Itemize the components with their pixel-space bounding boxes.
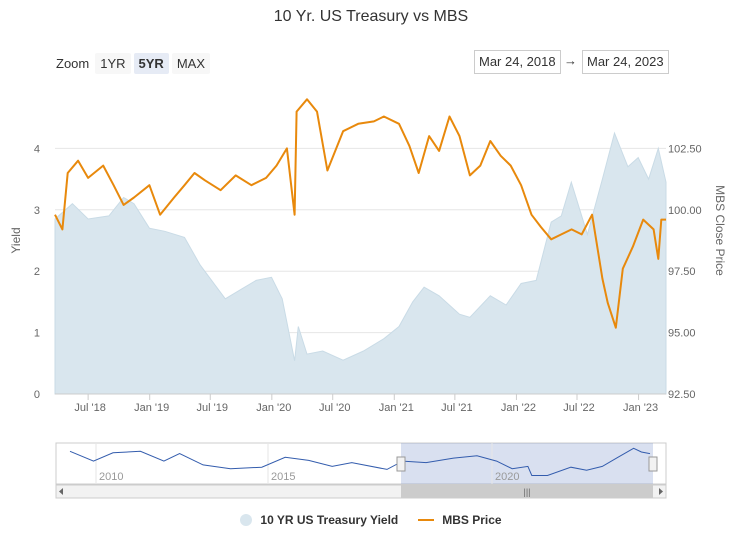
zoom-max-button[interactable]: MAX [171,52,210,74]
navigator-year-label: 2015 [271,471,295,483]
zoom-label: Zoom [56,55,90,71]
navigator-year-label: 2010 [99,471,123,483]
x-tick-label: Jan '19 [134,402,169,414]
zoom-5yr-button[interactable]: 5YR [133,52,169,74]
y-axis-title-left: Yield [9,227,23,253]
navigator-handle[interactable] [648,456,658,472]
range-from-input[interactable]: Mar 24, 2018 [474,50,561,74]
y-tick-label-left: 2 [34,266,40,278]
x-tick-label: Jan '23 [623,402,658,414]
navigator-series [69,447,651,476]
zoom-toolbar: Zoom 1YR 5YR MAX [56,52,213,74]
y-tick-label-left: 3 [34,205,40,217]
y-tick-label-right: 100.00 [668,205,702,217]
x-tick-label: Jul '19 [197,402,228,414]
x-tick-label: Jul '21 [441,402,472,414]
chart-title: 10 Yr. US Treasury vs MBS [273,8,469,25]
x-tick-label: Jan '20 [256,402,291,414]
y-tick-label-right: 92.50 [668,389,696,401]
x-tick-label: Jan '21 [379,402,414,414]
range-separator: → [564,53,577,68]
scroll-right-arrow-icon[interactable] [659,488,663,495]
legend-swatch-mbs [418,519,435,521]
navigator-year-label: 2020 [495,471,519,483]
y-tick-label-right: 102.50 [668,143,702,155]
y-tick-label-left: 1 [34,328,40,340]
zoom-1yr-button[interactable]: 1YR [95,52,131,74]
scrollbar-grip: ||| [523,487,530,497]
scrollbar-thumb[interactable] [401,485,653,498]
legend-item-treasury[interactable]: 10 YR US Treasury Yield [240,513,398,527]
y-tick-label-right: 95.00 [668,328,696,340]
x-tick-label: Jul '18 [74,402,105,414]
legend-label-treasury: 10 YR US Treasury Yield [260,513,399,527]
legend-swatch-treasury [240,514,253,526]
navigator-selection [401,443,653,484]
y-tick-label-left: 4 [34,143,40,155]
legend-item-mbs[interactable]: MBS Price [418,513,502,527]
x-tick-label: Jan '22 [501,402,536,414]
y-tick-label-right: 97.50 [668,266,696,278]
y-tick-label-left: 0 [34,389,40,401]
range-to-input[interactable]: Mar 24, 2023 [582,50,669,74]
legend-label-mbs: MBS Price [442,513,502,527]
mbs-price-line [54,98,666,329]
chart-legend: 10 YR US Treasury Yield MBS Price [0,513,742,527]
treasury-yield-area [54,131,667,395]
navigator-handle[interactable] [396,456,406,472]
scroll-left-arrow-icon[interactable] [59,488,63,495]
x-tick-label: Jul '22 [563,402,594,414]
x-tick-label: Jul '20 [319,402,350,414]
y-axis-title-right: MBS Close Price [713,185,727,276]
navigator-frame [55,442,667,485]
